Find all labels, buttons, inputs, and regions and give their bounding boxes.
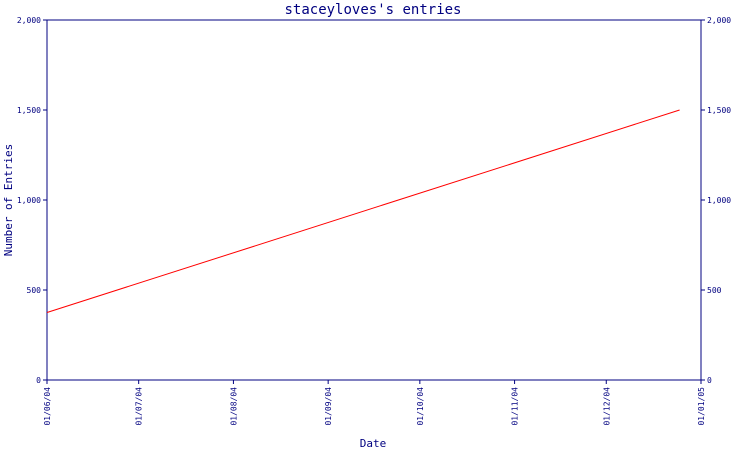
y-tick-label-right: 1,500 [707, 106, 731, 115]
y-tick-label-left: 2,000 [17, 16, 41, 25]
series-line-1 [46, 109, 680, 313]
x-axis: 01/06/04 01/07/04 01/08/04 01/09/04 01/10/04… [43, 380, 706, 426]
x-tick-label: 01/10/04 [416, 387, 425, 426]
x-tick-label: 01/12/04 [602, 387, 611, 426]
x-tick-label: 01/06/04 [43, 387, 52, 426]
series-layer [46, 109, 680, 313]
x-tick-label: 01/09/04 [324, 387, 333, 426]
x-tick-label: 01/01/05 [697, 387, 706, 426]
x-tick-label: 01/08/04 [229, 387, 238, 426]
y-tick-label-right: 500 [707, 286, 722, 295]
x-tick-label: 01/11/04 [511, 387, 520, 426]
y-tick-label-left: 1,000 [17, 196, 41, 205]
y-tick-label-left: 0 [36, 376, 41, 385]
x-tick-label: 01/07/04 [135, 387, 144, 426]
y-axis-label: Number of Entries [2, 144, 15, 257]
y-tick-label-left: 1,500 [17, 106, 41, 115]
x-axis-label: Date [360, 437, 387, 450]
y-axis-right: 0 500 1,000 1,500 2,000 [701, 16, 731, 385]
plot-area [46, 19, 702, 381]
y-tick-label-right: 1,000 [707, 196, 731, 205]
y-tick-label-right: 0 [707, 376, 712, 385]
y-tick-label-right: 2,000 [707, 16, 731, 25]
y-tick-label-left: 500 [27, 286, 42, 295]
y-axis-left: 0 500 1,000 1,500 2,000 [17, 16, 47, 385]
chart-title: staceyloves's entries [284, 2, 461, 18]
